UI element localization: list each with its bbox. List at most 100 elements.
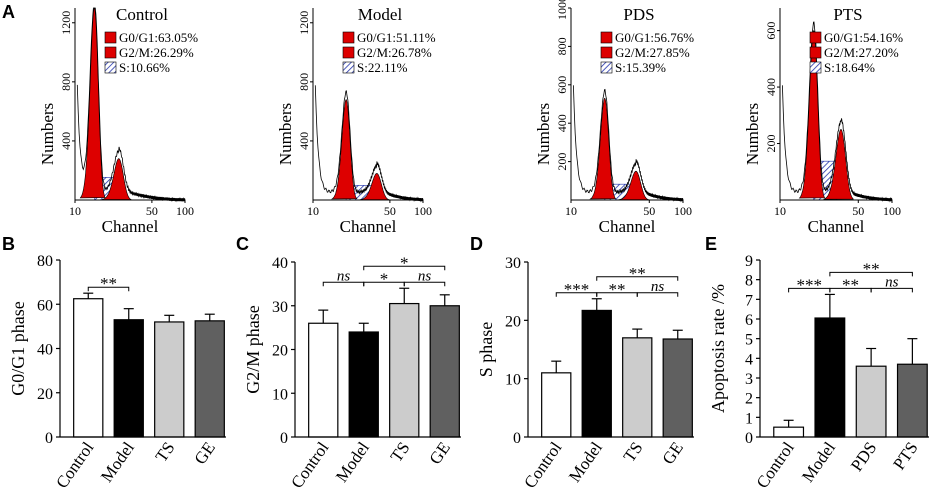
legend-swatch [600, 31, 613, 44]
significance-label: ns [418, 268, 432, 284]
y-tick-label: 7 [745, 292, 753, 309]
bar-pds [855, 365, 887, 438]
significance-bracket [363, 265, 446, 271]
y-tick-label: 1000 [555, 0, 569, 20]
legend-label: G2/M:26.78% [357, 45, 432, 60]
legend-swatch [342, 46, 355, 59]
histogram-line [573, 85, 684, 203]
y-tick-label: 400 [555, 114, 569, 132]
significance-label: ** [842, 275, 859, 294]
y-tick-label: 0 [45, 430, 53, 447]
histogram-model: 10 50 100 400 800 1200 Model Channel Numbers G0/G… [276, 5, 436, 236]
significance-bracket [596, 276, 679, 281]
y-tick-label: 800 [59, 73, 73, 91]
panel-label-c: C [236, 234, 249, 254]
x-tick-label: TS [387, 438, 414, 465]
y-tick-label: 800 [555, 37, 569, 55]
legend-swatch [342, 31, 355, 44]
y-tick-label: 600 [764, 22, 778, 40]
y-tick-label: 6 [745, 312, 753, 329]
legend-label: G0/G1:51.11% [357, 30, 436, 45]
significance-bracket [87, 286, 130, 292]
panel-label-e: E [705, 234, 717, 254]
y-tick-label: 400 [764, 78, 778, 96]
y-tick-label: 9 [745, 253, 753, 270]
bar-ge [194, 320, 225, 438]
legend-label: G2/M:26.29% [119, 45, 194, 60]
g2m-peak [823, 129, 854, 200]
bar-ge [429, 305, 460, 438]
legend-swatch [104, 46, 117, 59]
histogram-line [314, 85, 424, 203]
x-tick-label: Control [520, 438, 566, 492]
significance-label: * [380, 269, 389, 288]
y-axis-title: Apoptosis rate /% [708, 284, 728, 413]
x-tick-label: 100 [414, 204, 432, 218]
y-tick-label: 4 [745, 351, 753, 368]
histogram-pts: 10 50 100 200 400 600 PTS Channel Numbers G0/G1:5… [743, 5, 903, 236]
legend-label: S:22.11% [357, 60, 408, 75]
significance-bracket [870, 287, 913, 293]
y-axis-title: Numbers [534, 103, 553, 165]
y-axis-title: G0/G1 phase [8, 301, 28, 395]
x-tick-label: 10 [307, 204, 319, 218]
y-axis-title: Numbers [38, 103, 57, 165]
legend-swatch [809, 46, 822, 59]
significance-label: ns [337, 268, 351, 284]
y-tick-label: 3 [745, 371, 753, 388]
x-tick-label: TS [620, 438, 647, 465]
g0g1-peak [589, 97, 617, 200]
y-tick-label: 40 [272, 255, 288, 272]
y-axis-title: Numbers [276, 103, 295, 165]
y-tick-label: 40 [37, 342, 53, 359]
panel-label-a: A [2, 2, 15, 22]
bar-model [814, 317, 846, 438]
y-tick-label: 20 [272, 343, 288, 360]
y-tick-label: 20 [505, 313, 521, 330]
significance-label: ns [651, 279, 665, 295]
x-tick-label: 100 [674, 204, 692, 218]
g0g1-peak [331, 99, 358, 200]
g2m-peak [101, 158, 132, 200]
y-axis-title: S phase [476, 322, 496, 378]
y-axis-title: G2/M phase [243, 305, 263, 394]
y-tick-label: 400 [59, 132, 73, 150]
legend-label: S:15.39% [615, 60, 666, 75]
y-tick-label: 1 [745, 410, 753, 427]
y-tick-label: 8 [745, 273, 753, 290]
y-tick-label: 80 [37, 253, 53, 270]
y-tick-label: 0 [513, 430, 521, 447]
significance-label: ** [863, 259, 880, 278]
x-tick-label: 100 [176, 204, 194, 218]
x-tick-label: 10 [69, 204, 81, 218]
histogram-title: PDS [623, 5, 654, 24]
bar-model [581, 309, 612, 438]
x-tick-label: 10 [774, 204, 786, 218]
bar-model [113, 319, 144, 438]
x-axis-title: Channel [340, 217, 397, 236]
x-tick-label: Model [565, 438, 606, 485]
histogram-pds: 10 50 100 200 400 600 800 1000 PDS Channel Numbers… [534, 0, 694, 236]
legend-swatch [600, 61, 613, 74]
histogram-line [76, 7, 186, 203]
y-tick-label: 2 [745, 391, 753, 408]
bar-ge [662, 338, 693, 438]
significance-label: ** [629, 264, 646, 283]
histogram-title: PTS [833, 5, 862, 24]
x-tick-label: GE [425, 438, 454, 467]
significance-label: ** [100, 274, 117, 293]
significance-label: *** [797, 275, 823, 294]
y-tick-label: 400 [297, 132, 311, 150]
significance-label: ns [885, 274, 899, 290]
x-tick-label: 50 [384, 204, 396, 218]
histogram-title: Model [358, 5, 403, 24]
g2m-peak [359, 173, 390, 200]
legend-swatch [104, 61, 117, 74]
bar-chart-g0g1-phase: 0 20 40 60 80 G0/G1 phase Control Model TS GE ** [8, 253, 226, 492]
panel-label-b: B [2, 234, 15, 254]
bar-ts [622, 337, 653, 438]
bar-control [773, 426, 805, 438]
histogram-title: Control [116, 5, 168, 24]
